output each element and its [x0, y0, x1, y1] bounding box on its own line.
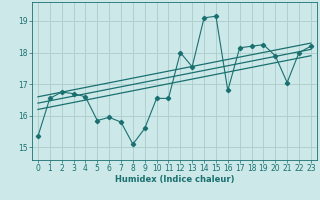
- X-axis label: Humidex (Indice chaleur): Humidex (Indice chaleur): [115, 175, 234, 184]
